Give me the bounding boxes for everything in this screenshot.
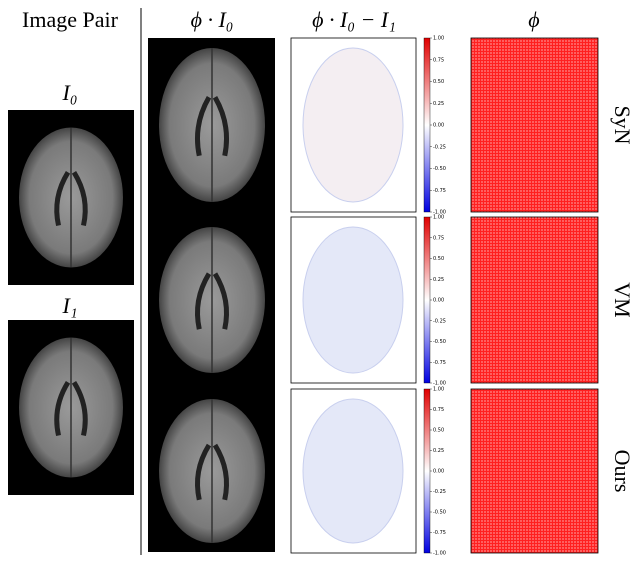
figure: Image Pair ϕ · I₀ ϕ · I₀ − I₁ ϕ I₀ I₁ 1.… bbox=[0, 0, 636, 561]
colorbar bbox=[424, 38, 430, 212]
colorbar-tick-label: 0.00 bbox=[433, 123, 444, 129]
difference-tint bbox=[303, 227, 403, 373]
difference-tint bbox=[303, 399, 403, 543]
colorbar-tick-label: 0.25 bbox=[433, 101, 444, 107]
pair-label: I₀ bbox=[62, 80, 78, 105]
row-label: VM bbox=[610, 282, 635, 317]
deformation-grid bbox=[471, 217, 598, 383]
colorbar-tick-label: 1.00 bbox=[433, 215, 444, 221]
colorbar-tick-label: -0.50 bbox=[433, 510, 446, 516]
deformation-grid bbox=[471, 38, 598, 212]
colorbar-tick-label: -0.75 bbox=[433, 188, 446, 194]
colorbar bbox=[424, 389, 430, 553]
colorbar-tick-label: -0.75 bbox=[433, 360, 446, 366]
deformation-grid bbox=[471, 389, 598, 553]
column-header: ϕ bbox=[528, 7, 539, 32]
colorbar-tick-label: -0.25 bbox=[433, 318, 446, 324]
colorbar-tick-label: 0.50 bbox=[433, 256, 444, 262]
colorbar-tick-label: 0.25 bbox=[433, 277, 444, 283]
colorbar-tick-label: -0.50 bbox=[433, 339, 446, 345]
colorbar-tick-label: -0.25 bbox=[433, 144, 446, 150]
column-header: ϕ · I₀ bbox=[191, 7, 234, 32]
colorbar-tick-label: 0.25 bbox=[433, 448, 444, 454]
row-label: SyN bbox=[610, 105, 635, 144]
colorbar-tick-label: -0.75 bbox=[433, 530, 446, 536]
colorbar-tick-label: 0.75 bbox=[433, 407, 444, 413]
colorbar-tick-label: 1.00 bbox=[433, 36, 444, 42]
colorbar-tick-label: -1.00 bbox=[433, 551, 446, 557]
colorbar-tick-label: 0.50 bbox=[433, 428, 444, 434]
column-header: Image Pair bbox=[22, 7, 119, 32]
colorbar-tick-label: -0.50 bbox=[433, 166, 446, 172]
colorbar-tick-label: 0.00 bbox=[433, 469, 444, 475]
colorbar-tick-label: 0.50 bbox=[433, 79, 444, 85]
colorbar bbox=[424, 217, 430, 383]
colorbar-tick-label: 0.75 bbox=[433, 235, 444, 241]
colorbar-tick-label: 0.75 bbox=[433, 57, 444, 63]
colorbar-tick-label: 0.00 bbox=[433, 298, 444, 304]
colorbar-tick-label: -0.25 bbox=[433, 489, 446, 495]
difference-tint bbox=[303, 48, 403, 202]
colorbar-tick-label: 1.00 bbox=[433, 387, 444, 393]
row-label: Ours bbox=[610, 450, 635, 493]
pair-label: I₁ bbox=[62, 293, 78, 318]
column-header: ϕ · I₀ − I₁ bbox=[312, 7, 396, 32]
